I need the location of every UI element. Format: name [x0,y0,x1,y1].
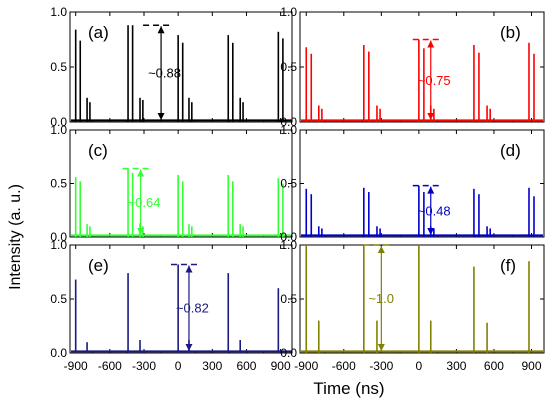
annotation-label: ~0.48 [418,203,451,218]
x-tick-label: -600 [98,359,122,373]
annotation-arrow-head-down [427,228,435,235]
y-tick-label: 0.5 [50,60,67,74]
y-tick-label: 1.0 [280,123,297,137]
panel-label: (a) [88,23,109,42]
y-tick-label: 1.0 [50,123,67,137]
panel-c: 0.0 0.5 1.0 ~0.64 (c) [50,123,293,244]
annotation-arrow-head-up [137,169,145,177]
panel-a: 0.0 0.5 1.0 ~0.88 (a) [50,5,293,129]
annotation-arrow-head-down [157,113,165,120]
annotation-arrow-head-up [427,186,435,194]
y-tick-label: 1.0 [50,5,67,19]
x-tick-label: 300 [202,359,222,373]
panel-label: (f) [500,256,516,275]
annotation-label: ~0.82 [176,301,209,316]
annotation-arrow-head-up [377,246,385,253]
y-tick-label: 0.0 [50,230,67,244]
y-axis-title: Intensity (a. u.) [7,184,24,290]
panel-b: 0.0 0.5 1.0 ~0.75 (b) [280,5,545,129]
annotation-label: ~1.0 [368,291,394,306]
x-tick-label: 900 [521,359,541,373]
panel-d: 0.0 0.5 1.0 ~0.48 (d) [280,123,545,244]
panel-label: (e) [88,256,109,275]
x-tick-label: -300 [369,359,393,373]
y-tick-label: 0.0 [50,346,67,360]
y-tick-label: 0.0 [280,346,297,360]
x-tick-label: 600 [484,359,504,373]
panel-label: (d) [500,141,521,160]
y-tick-label: 0.5 [280,292,297,306]
y-tick-label: 0.0 [280,230,297,244]
annotation-arrow-head-down [427,113,435,120]
annotation-arrow-head-down [377,344,385,351]
y-tick-label: 0.5 [280,177,297,191]
annotation-label: ~0.75 [418,73,451,88]
x-tick-label: 0 [175,359,182,373]
y-tick-label: 0.5 [280,60,297,74]
y-tick-label: 0.5 [50,177,67,191]
x-axis-title: Time (ns) [313,379,384,398]
y-tick-label: 1.0 [280,5,297,19]
panel-label: (c) [88,141,108,160]
x-tick-label: -900 [64,359,88,373]
x-tick-label: 600 [236,359,256,373]
x-tick-label: -600 [332,359,356,373]
x-tick-label: 900 [271,359,291,373]
y-tick-label: 1.0 [280,238,297,252]
annotation-arrow-head-up [185,265,193,273]
annotation-label: ~0.88 [148,66,181,81]
y-tick-label: 0.5 [50,292,67,306]
annotation-label: ~0.64 [128,195,161,210]
panel-e: -900 -600 -300 0 300 600 900 0.0 0.5 1.0 ~0.82 (e) [50,238,293,373]
annotation-arrow-head-up [427,40,435,48]
annotation-arrow-head-down [137,228,145,235]
x-tick-label: 300 [446,359,466,373]
x-tick-label: -900 [294,359,318,373]
x-tick-label: 0 [416,359,423,373]
y-tick-label: 1.0 [50,238,67,252]
panel-f: -900 -600 -300 0 300 600 900 0.0 0.5 1.0 ~1.0 (f) [280,238,545,373]
x-tick-label: -300 [132,359,156,373]
y-tick-label: 0.0 [50,115,67,129]
y-tick-label: 0.0 [280,115,297,129]
annotation-arrow-head-up [157,26,165,34]
annotation-arrow-head-down [185,344,193,351]
panel-label: (b) [500,23,521,42]
